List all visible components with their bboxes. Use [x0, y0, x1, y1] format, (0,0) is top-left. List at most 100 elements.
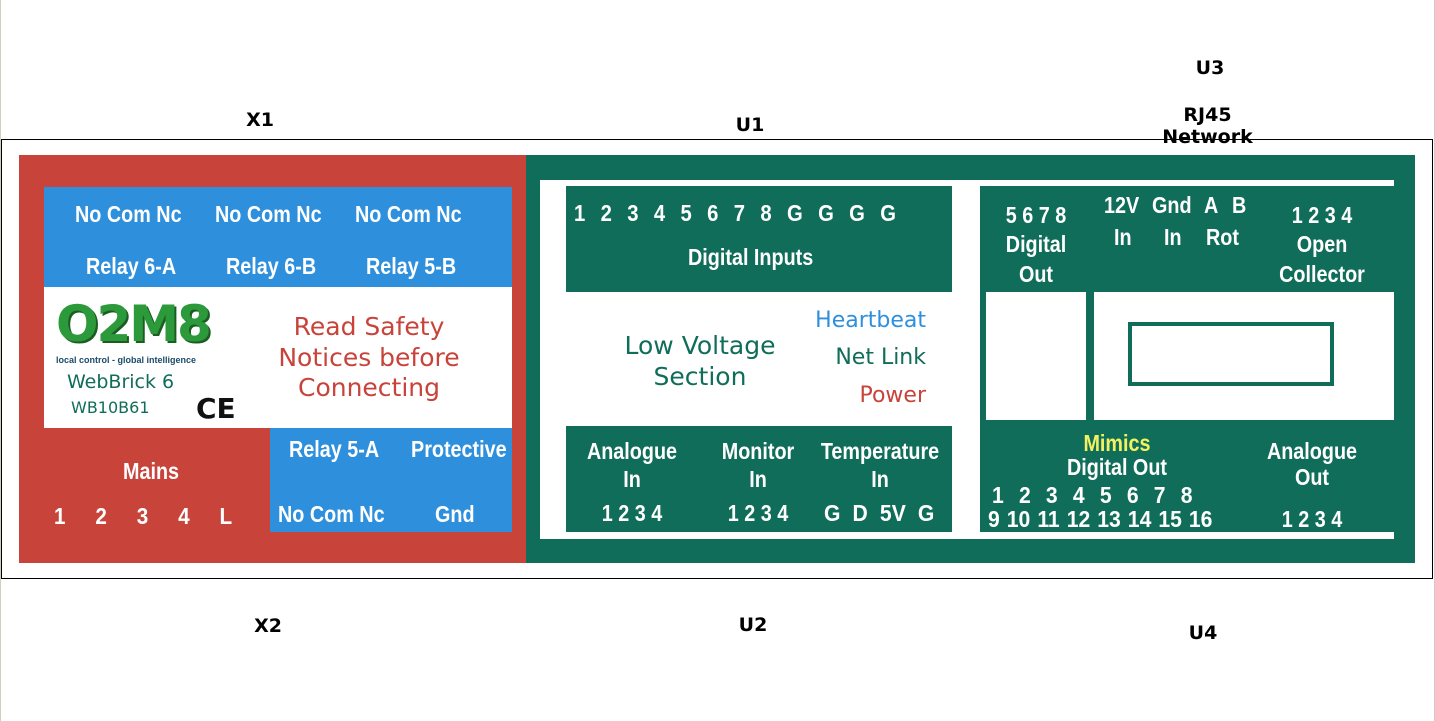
monitor-in-sub: In	[749, 466, 767, 492]
temperature-in-label: Temperature	[820, 438, 940, 464]
digital-input-pin: 1	[574, 200, 586, 226]
analogue-in-label: Analogue	[586, 438, 678, 464]
monitor-in-label: Monitor	[721, 438, 795, 464]
board-outline	[1, 139, 1433, 579]
mains-terminals: 1 2 3 4 L	[54, 505, 232, 528]
rs485-a-label: A	[1204, 192, 1219, 218]
power-gnd-label: Gnd	[1152, 192, 1192, 218]
digital-out-number: 15	[1158, 506, 1182, 532]
low-voltage-line-2: Section	[653, 362, 747, 392]
relay-5a-block: Relay 5-A Protective No Com Nc Gnd	[270, 428, 512, 532]
rj45-socket[interactable]	[1128, 322, 1334, 386]
analogue-in-numbers: 1 2 3 4	[601, 500, 663, 526]
logo-notice-block: O2M8 local control - global intelligence…	[44, 287, 512, 428]
digital-out-number: 9	[988, 506, 1000, 532]
label-u2: U2	[738, 614, 768, 636]
relay-5a-name: Relay 5-A	[289, 436, 380, 462]
relay-5a-terminals: No Com Nc	[278, 501, 385, 527]
heartbeat-led-label: Heartbeat	[815, 308, 926, 333]
digital-input-pin: 5	[680, 200, 692, 226]
digital-input-pin: 4	[653, 200, 666, 226]
net-link-led-label: Net Link	[835, 345, 926, 370]
low-voltage-line-1: Low Voltage	[624, 331, 776, 360]
digital-input-pin: 7	[733, 200, 745, 226]
protective-gnd: Gnd	[435, 501, 475, 527]
port-cutout-left	[986, 292, 1086, 420]
digital-out-top-sub: Out	[1018, 261, 1054, 287]
digital-input-pin: G	[849, 200, 865, 226]
mains-title: Mains	[123, 458, 180, 484]
digital-inputs-numbers: 1 2 3 4 5 6 7 8 G G G G	[574, 202, 896, 225]
network-port-frame	[980, 292, 1394, 426]
rs485-rot-label: Rot	[1206, 224, 1239, 250]
mains-terminal: 4	[178, 503, 190, 529]
safety-line-3: Connecting	[297, 373, 441, 402]
digital-out-number: 13	[1097, 506, 1121, 532]
label-x2: X2	[254, 615, 282, 637]
mains-section: No Com Nc No Com Nc No Com Nc Relay 6-A …	[19, 155, 526, 563]
temperature-pin: G	[917, 500, 935, 526]
relay-6a-name: Relay 6-A	[86, 253, 177, 279]
safety-line-2: Notices before	[278, 342, 460, 372]
product-name: WebBrick 6	[67, 371, 175, 393]
label-u1: U1	[735, 114, 765, 136]
digital-input-pin: G	[880, 200, 897, 226]
mimic-number: 2	[1018, 482, 1031, 508]
digital-input-pin: 8	[760, 200, 772, 226]
digital-input-pin: G	[818, 200, 834, 226]
low-voltage-inner: 1 2 3 4 5 6 7 8 G G G G Digital Inputs L…	[540, 180, 1394, 539]
digital-out-top-label: Digital	[1005, 231, 1067, 257]
mimic-number: 8	[1180, 482, 1193, 508]
mains-terminal: 1	[54, 503, 66, 529]
open-collector-label: Open	[1296, 231, 1348, 257]
analogue-out-sub: Out	[1294, 464, 1330, 490]
mimic-number: 5	[1099, 482, 1112, 508]
mimic-number: 7	[1153, 482, 1166, 508]
relay-6b-name: Relay 6-B	[226, 253, 317, 279]
o2m8-logo: O2M8	[56, 295, 212, 353]
safety-notice: Read Safety Notices before Connecting	[269, 312, 469, 404]
low-voltage-title: Low Voltage Section	[600, 330, 800, 393]
label-rj45: RJ45 Network	[1150, 104, 1265, 149]
relay-6a-terminals: No Com Nc	[75, 201, 182, 227]
temperature-pin: 5V	[879, 500, 906, 526]
digital-out-number: 12	[1066, 506, 1091, 532]
rj45-line2: Network	[1162, 125, 1253, 148]
mimic-number: 3	[1045, 482, 1058, 508]
logo-tagline: local control - global intelligence	[56, 355, 197, 365]
rs485-b-label: B	[1232, 192, 1247, 218]
left-edge-line	[0, 0, 1, 721]
safety-line-1: Read Safety	[293, 312, 445, 341]
mimic-number: 4	[1072, 482, 1085, 508]
analogue-out-numbers: 1 2 3 4	[1281, 506, 1343, 532]
monitor-in-numbers: 1 2 3 4	[727, 500, 789, 526]
ce-mark: CE	[196, 392, 236, 425]
digital-input-pin: G	[786, 200, 803, 226]
temperature-in-sub: In	[871, 466, 889, 492]
digital-inputs-block: 1 2 3 4 5 6 7 8 G G G G Digital Inputs	[566, 186, 952, 292]
digital-out-numbers: 9 10 11 12 13 14 15 16	[988, 508, 1212, 531]
temperature-pin: D	[852, 500, 868, 526]
mimics-digital-out: Digital Out	[1066, 454, 1168, 480]
power-12v-sub: In	[1114, 224, 1132, 250]
temperature-pin: G	[824, 500, 841, 526]
port-cutout-right	[1094, 292, 1394, 420]
low-voltage-board: 1 2 3 4 5 6 7 8 G G G G Digital Inputs L…	[526, 155, 1415, 563]
label-x1: X1	[246, 109, 274, 131]
digital-inputs-title: Digital Inputs	[688, 244, 814, 270]
analogue-monitor-temp-block: Analogue In 1 2 3 4 Monitor In 1 2 3 4 T…	[566, 426, 952, 532]
open-collector-numbers: 1 2 3 4	[1291, 202, 1353, 228]
temperature-in-pins: G D 5V G	[824, 502, 934, 525]
mains-terminal: 2	[95, 503, 107, 529]
power-gnd-sub: In	[1164, 224, 1182, 250]
relay-5b-name: Relay 5-B	[366, 253, 457, 279]
rj45-line1: RJ45	[1183, 104, 1232, 126]
mimic-number: 6	[1126, 482, 1139, 508]
label-u4: U4	[1188, 622, 1218, 644]
digital-out-number: 10	[1006, 506, 1031, 532]
digital-input-pin: 2	[600, 200, 612, 226]
digital-input-pin: 3	[627, 200, 639, 226]
mimics-title: Mimics	[1083, 430, 1151, 456]
mains-terminal: L	[219, 503, 233, 529]
analogue-in-sub: In	[623, 466, 641, 492]
